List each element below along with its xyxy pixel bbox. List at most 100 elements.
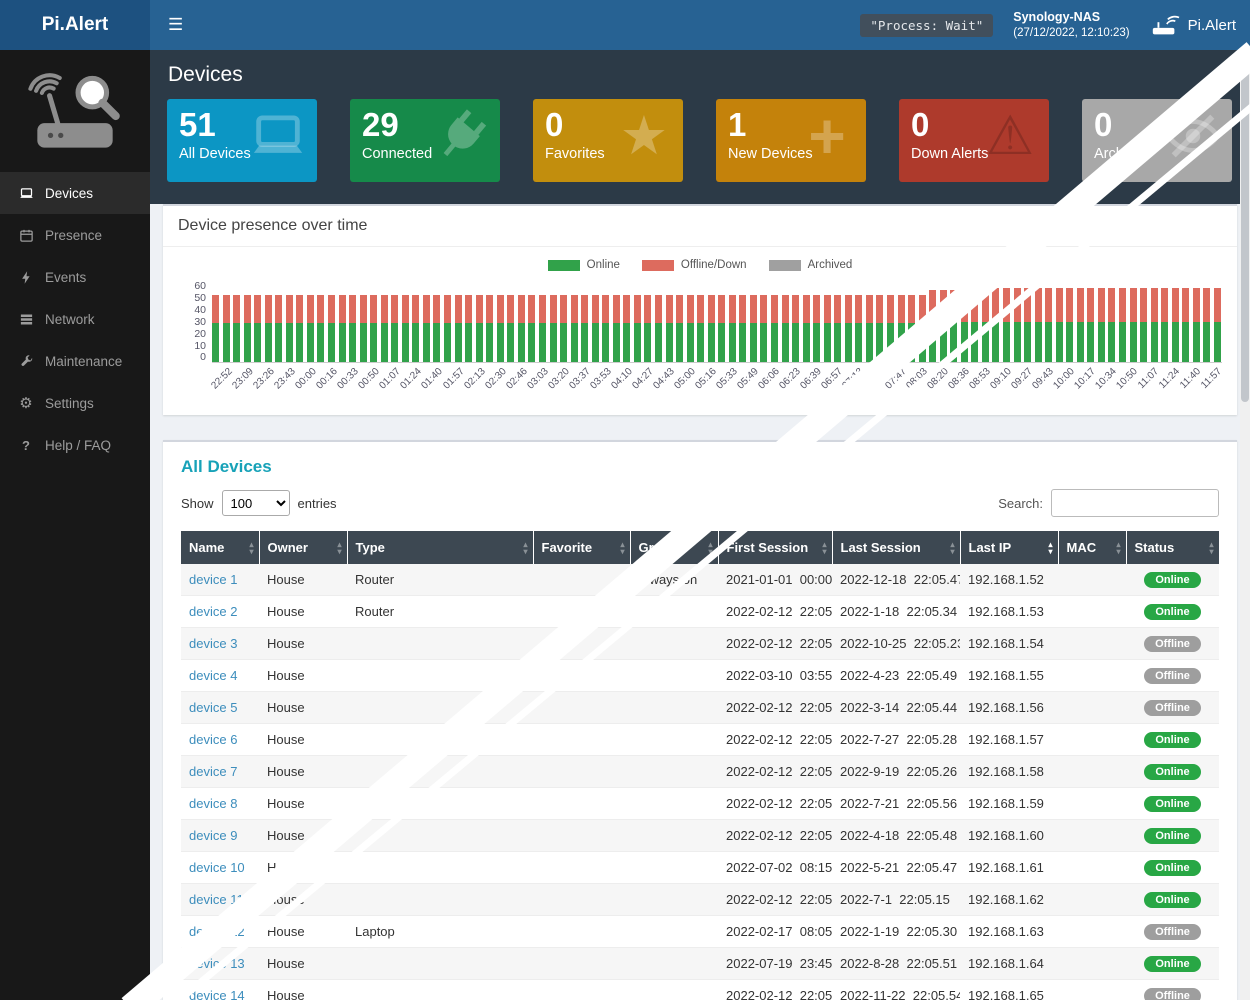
x-tick: 06:57 [820, 363, 845, 409]
chart-bar [718, 281, 726, 362]
device-link[interactable]: device 14 [189, 988, 245, 1000]
chart-bar [581, 281, 589, 362]
summary-card-connected[interactable]: 29 Connected [350, 99, 500, 182]
cell-group [630, 755, 718, 788]
device-link[interactable]: device 7 [189, 764, 238, 779]
column-header-last-ip[interactable]: Last IP ▴ ▾ [960, 531, 1059, 564]
cell-type [347, 691, 533, 724]
status-badge: Offline [1144, 924, 1201, 940]
chart-bar [549, 281, 557, 362]
cell-first-session: 2022-02-12 22:05 [718, 691, 832, 724]
x-tick: 23:26 [251, 363, 276, 409]
chart-bar [676, 281, 684, 362]
cell-last-ip: 192.168.1.56 [960, 691, 1058, 724]
hamburger-icon[interactable]: ☰ [168, 15, 184, 34]
cell-last-session: 2022-11-22 22:05.54 [832, 979, 960, 1000]
summary-card-all-devices[interactable]: 51 All Devices [167, 99, 317, 182]
cell-last-session: 2022-12-18 22:05.47 [832, 564, 960, 596]
calendar-icon [18, 227, 34, 243]
summary-card-down-alerts[interactable]: 0 Down Alerts ⚠ [899, 99, 1049, 182]
device-link[interactable]: device 10 [189, 860, 245, 875]
chart-bar [328, 281, 336, 362]
cell-mac [1058, 691, 1126, 724]
cell-mac [1058, 979, 1126, 1000]
column-header-favorite[interactable]: Favorite ▴ ▾ [533, 531, 631, 564]
device-link[interactable]: device 1 [189, 572, 238, 587]
legend-item-archived[interactable]: Archived [768, 259, 852, 271]
chart-bar [306, 281, 314, 362]
device-link[interactable]: device 2 [189, 604, 238, 619]
network-icon [18, 311, 34, 327]
chart-bar [349, 281, 357, 362]
sidebar-item-network[interactable]: Network [0, 298, 150, 340]
column-header-group[interactable]: Group ▴ ▾ [630, 531, 719, 564]
column-header-owner[interactable]: Owner ▴ ▾ [259, 531, 348, 564]
plus-icon: + [808, 100, 846, 172]
column-header-type[interactable]: Type ▴ ▾ [347, 531, 534, 564]
cell-last-ip: 192.168.1.64 [960, 947, 1058, 980]
summary-card-new-devices[interactable]: 1 New Devices + [716, 99, 866, 182]
sidebar-item-events[interactable]: Events [0, 256, 150, 298]
column-header-first-session[interactable]: First Session ▴ ▾ [718, 531, 833, 564]
cell-first-session: 2022-02-12 22:05 [718, 627, 832, 660]
cell-last-ip: 192.168.1.65 [960, 979, 1058, 1000]
device-row: device 7 House 2022-02-12 22:05 2022-9-19 2… [181, 755, 1219, 788]
cell-favorite [533, 947, 630, 980]
device-link[interactable]: device 13 [189, 956, 245, 971]
bolt-icon [18, 269, 34, 285]
device-row: device 11 House 2022-02-12 22:05 2022-7-1 2… [181, 883, 1219, 916]
chart-bar [654, 281, 662, 362]
brand-logo[interactable]: Pi.Alert [0, 0, 150, 50]
device-link[interactable]: device 3 [189, 636, 238, 651]
status-badge: Online [1144, 892, 1201, 908]
device-link[interactable]: device 5 [189, 700, 238, 715]
legend-item-offline-down[interactable]: Offline/Down [641, 259, 747, 271]
x-tick: 00:00 [294, 363, 319, 409]
legend-item-online[interactable]: Online [547, 259, 620, 271]
sidebar-item-settings[interactable]: ⚙ Settings [0, 382, 150, 424]
search-input[interactable] [1051, 489, 1219, 517]
chart-bar [1024, 281, 1032, 362]
x-tick-label: 04:27 [630, 366, 656, 392]
cell-group [630, 915, 718, 948]
sidebar-item-help-faq[interactable]: ? Help / FAQ [0, 424, 150, 466]
column-header-mac[interactable]: MAC ▴ ▾ [1058, 531, 1127, 564]
cell-first-session: 2022-02-12 22:05 [718, 979, 832, 1000]
page-scrollbar[interactable] [1240, 50, 1250, 1000]
topbar-brand-right[interactable]: Pi.Alert [1150, 13, 1236, 37]
chart-bar [781, 281, 789, 362]
column-header-status[interactable]: Status ▴ ▾ [1126, 531, 1220, 564]
device-link[interactable]: device 12 [189, 924, 245, 939]
cell-name: device 9 [181, 819, 259, 852]
device-link[interactable]: device 8 [189, 796, 238, 811]
chart-bar [1192, 281, 1200, 362]
scrollbar-thumb[interactable] [1241, 52, 1249, 402]
page-length-select[interactable]: 100 [221, 490, 290, 516]
column-header-last-session[interactable]: Last Session ▴ ▾ [832, 531, 961, 564]
cell-last-session: 2022-7-27 22:05.28 [832, 723, 960, 756]
sidebar-item-presence[interactable]: Presence [0, 214, 150, 256]
x-tick-label: 01:24 [398, 366, 425, 392]
device-link[interactable]: device 11 [189, 892, 244, 907]
cell-favorite [533, 564, 630, 596]
cell-status: Online [1126, 755, 1219, 788]
sidebar-item-devices[interactable]: Devices [0, 172, 150, 214]
device-link[interactable]: device 4 [189, 668, 238, 683]
cell-owner: House [259, 564, 347, 596]
x-tick: 08:36 [946, 363, 971, 409]
column-header-name[interactable]: Name ▴ ▾ [181, 531, 260, 564]
sort-icon: ▴ ▾ [1116, 539, 1121, 556]
chart-bar [317, 281, 325, 362]
sort-icon: ▴ ▾ [1048, 539, 1053, 556]
cell-last-session: 2022-7-1 22:05.15 [832, 883, 960, 916]
chart-bar [370, 281, 378, 362]
x-tick-label: 11:57 [1199, 366, 1225, 391]
device-link[interactable]: device 6 [189, 732, 238, 747]
device-link[interactable]: device 9 [189, 828, 238, 843]
sidebar-item-maintenance[interactable]: Maintenance [0, 340, 150, 382]
summary-card-archived[interactable]: 0 Archived [1082, 99, 1232, 182]
x-tick-label: 08:03 [903, 366, 930, 392]
x-tick-label: 00:16 [314, 366, 341, 392]
summary-card-favorites[interactable]: 0 Favorites ★ [533, 99, 683, 182]
